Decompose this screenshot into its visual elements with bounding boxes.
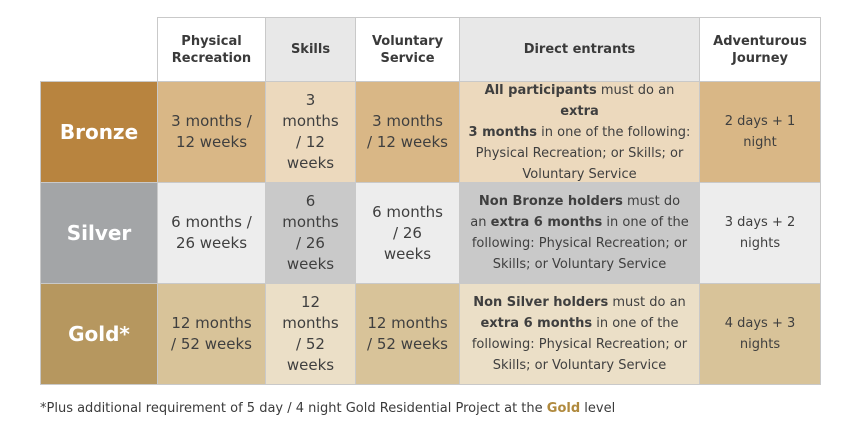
header-skills: Skills: [265, 17, 355, 81]
gold-physical-recreation: 12 months/ 52 weeks: [157, 283, 265, 384]
gold-voluntary-service: 12 months/ 52 weeks: [355, 283, 459, 384]
footnote-text-end: level: [580, 401, 616, 416]
gold-direct-entrants: Non Silver holders must do an extra 6 mon…: [459, 283, 699, 384]
bronze-skills: 3 months/ 12 weeks: [265, 81, 355, 182]
bronze-voluntary-service: 3 months/ 12 weeks: [355, 81, 459, 182]
footnote-text: *Plus additional requirement of 5 day / …: [40, 401, 547, 416]
silver-skills: 6 months/ 26 weeks: [265, 182, 355, 283]
award-requirements-table: Physical Recreation Skills Voluntary Servi…: [40, 17, 821, 385]
silver-physical-recreation: 6 months /26 weeks: [157, 182, 265, 283]
footnote-gold-highlight: Gold: [546, 401, 581, 416]
row-label-bronze: Bronze: [40, 81, 157, 182]
header-direct-entrants: Direct entrants: [459, 17, 699, 81]
silver-direct-entrants: Non Bronze holders must do an extra 6 mon…: [459, 182, 699, 283]
bronze-adventurous-journey: 2 days + 1 night: [699, 81, 820, 182]
footnote: *Plus additional requirement of 5 day / …: [40, 401, 615, 416]
row-label-silver: Silver: [40, 182, 157, 283]
gold-adventurous-journey: 4 days + 3 nights: [699, 283, 820, 384]
bronze-direct-entrants: All participants must do an extra 3 month…: [459, 81, 699, 182]
silver-voluntary-service: 6 months/ 26 weeks: [355, 182, 459, 283]
gold-skills: 12 months/ 52 weeks: [265, 283, 355, 384]
header-physical-recreation: Physical Recreation: [157, 17, 265, 81]
bronze-physical-recreation: 3 months /12 weeks: [157, 81, 265, 182]
silver-adventurous-journey: 3 days + 2 nights: [699, 182, 820, 283]
header-voluntary-service: Voluntary Service: [355, 17, 459, 81]
header-corner: [40, 17, 157, 81]
header-adventurous-journey: Adventurous Journey: [699, 17, 820, 81]
row-label-gold: Gold*: [40, 283, 157, 384]
